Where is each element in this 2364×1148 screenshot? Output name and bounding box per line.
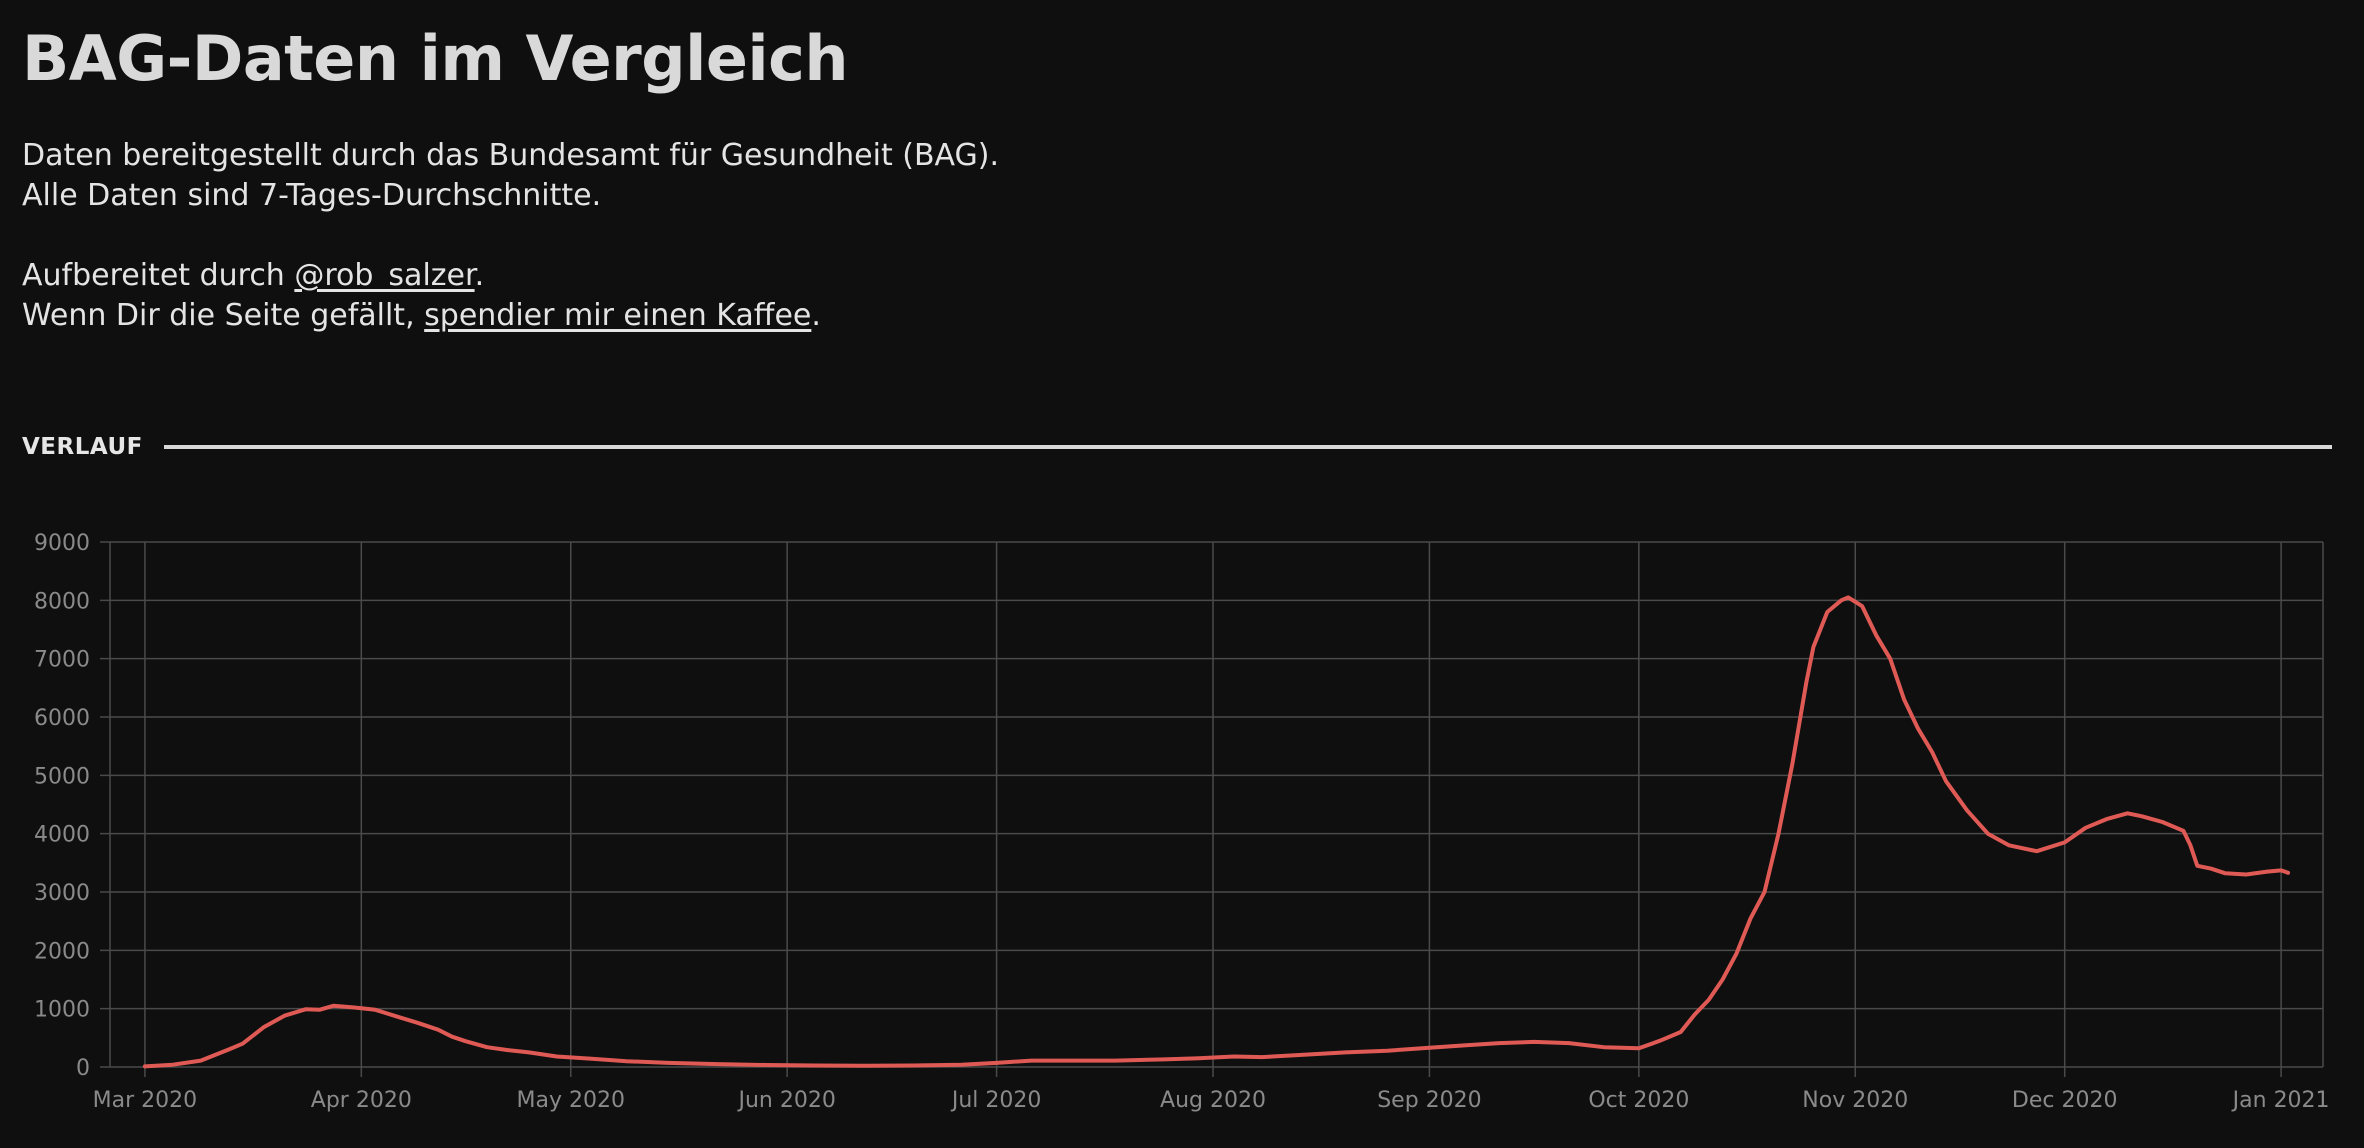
page-title: BAG-Daten im Vergleich (22, 22, 849, 95)
y-tick-label-6000: 6000 (34, 706, 90, 731)
y-tick-label-5000: 5000 (34, 764, 90, 789)
section-divider (164, 445, 2332, 449)
x-tick-label-9: Dec 2020 (2012, 1088, 2118, 1113)
y-gridlines (100, 541, 2323, 1068)
coffee-link[interactable]: spendier mir einen Kaffee (424, 298, 812, 333)
section-label: VERLAUF (22, 434, 143, 460)
intro-line-coffee: Wenn Dir die Seite gefällt, spendier mir… (22, 296, 999, 336)
y-tick-label-9000: 9000 (34, 531, 90, 556)
intro-line-averages: Alle Daten sind 7-Tages-Durchschnitte. (22, 178, 602, 213)
x-tick-label-5: Aug 2020 (1160, 1088, 1266, 1113)
intro-spacer (22, 216, 999, 256)
x-tick-label-4: Jul 2020 (950, 1088, 1042, 1113)
coffee-prefix: Wenn Dir die Seite gefällt, (22, 298, 425, 333)
x-tick-labels: Mar 2020 Apr 2020 May 2020 Jun 2020 Jul 2020… (93, 1088, 2330, 1113)
y-tick-label-2000: 2000 (34, 939, 90, 964)
author-suffix: . (474, 258, 485, 293)
y-tick-label-7000: 7000 (34, 648, 90, 673)
intro-line-source: Daten bereitgestellt durch das Bundesamt… (22, 138, 1000, 173)
series-line-0 (142, 595, 2291, 1069)
y-tick-label-0: 0 (76, 1056, 90, 1081)
y-tick-label-8000: 8000 (34, 589, 90, 614)
coffee-suffix: . (811, 298, 821, 333)
y-tick-label-4000: 4000 (34, 823, 90, 848)
x-tick-label-7: Oct 2020 (1588, 1088, 1689, 1113)
y-tick-labels: 0 1000 2000 3000 4000 5000 6000 7000 8000 9000 (34, 531, 90, 1081)
intro-text: Daten bereitgestellt durch das Bundesamt… (22, 136, 999, 336)
x-tick-label-3: Jun 2020 (736, 1088, 835, 1113)
x-tick-label-0: Mar 2020 (93, 1088, 198, 1113)
x-tick-label-6: Sep 2020 (1377, 1088, 1481, 1113)
section-header-verlauf: VERLAUF (22, 430, 2332, 464)
author-link[interactable]: @rob_salzer (294, 258, 475, 293)
y-tick-label-1000: 1000 (34, 998, 90, 1023)
y-tick-label-3000: 3000 (34, 881, 90, 906)
x-tick-label-1: Apr 2020 (311, 1088, 412, 1113)
x-tick-label-10: Jan 2021 (2231, 1088, 2330, 1113)
line-chart[interactable]: 0 1000 2000 3000 4000 5000 6000 7000 8000 9000 Ma… (0, 520, 2364, 1140)
x-gridlines (109, 542, 2324, 1077)
x-tick-label-2: May 2020 (517, 1088, 625, 1113)
x-tick-label-8: Nov 2020 (1802, 1088, 1908, 1113)
series-group (142, 595, 2291, 1069)
author-prefix: Aufbereitet durch (22, 258, 295, 293)
intro-line-author: Aufbereitet durch @rob_salzer. (22, 256, 999, 296)
